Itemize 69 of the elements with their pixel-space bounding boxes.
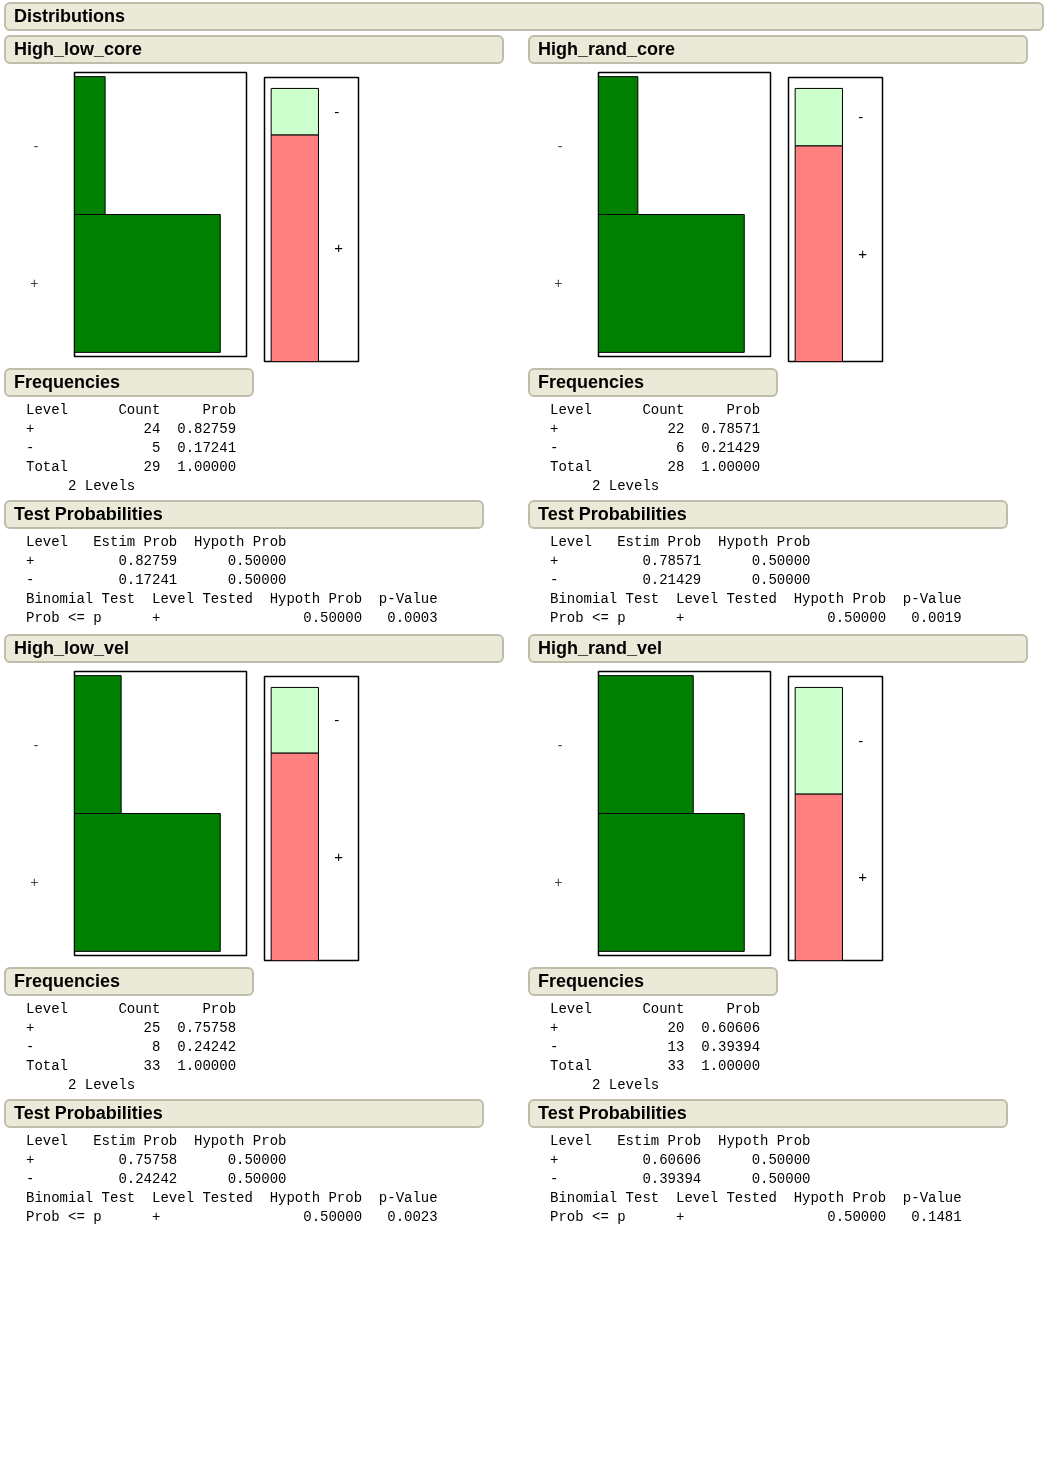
chart-title: High_rand_core [528,35,1028,64]
text: Level Count Prob [26,1000,238,1019]
y-tick-label: - [33,137,39,154]
text: Binomial Test Level Tested Hypoth Prob p-Value [550,590,963,609]
chart-title: High_low_vel [4,634,504,663]
text: Level Estim Prob Hypoth Prob [26,1132,288,1151]
text: - 13 0.39394 [550,1038,762,1057]
y-tick-label: + [30,874,39,891]
text: Test Probabilities [528,1099,1008,1128]
chart-title: High_rand_vel [528,634,1028,663]
text: Level Count Prob [26,401,238,420]
text: Prob <= p + 0.50000 0.0019 [550,609,963,628]
y-tick-label: + [554,275,563,292]
text: Total 29 1.00000 [26,458,238,477]
y-tick-label: + [30,275,39,292]
text: + 0.78571 0.50000 [550,552,812,571]
series-label: + [858,244,868,262]
text: - 6 0.21429 [550,439,762,458]
y-tick-label: + [554,874,563,891]
text: Level Count Prob [550,401,762,420]
text: Total 28 1.00000 [550,458,762,477]
text: Binomial Test Level Tested Hypoth Prob p-Value [550,1189,963,1208]
text: Prob <= p + 0.50000 0.1481 [550,1208,963,1227]
text: + 22 0.78571 [550,420,762,439]
text: Test Probabilities [528,500,1008,529]
text: Frequencies [4,967,254,996]
text: 2 Levels [67,1076,137,1095]
text: Total 33 1.00000 [26,1057,238,1076]
series-label: - [334,711,340,729]
series-label: + [334,239,344,257]
text: + 0.60606 0.50000 [550,1151,812,1170]
text: Distributions [4,2,1044,31]
text: Binomial Test Level Tested Hypoth Prob p-Value [26,1189,439,1208]
text: + 0.75758 0.50000 [26,1151,288,1170]
text: Level Estim Prob Hypoth Prob [550,1132,812,1151]
series-label: - [858,731,864,749]
text: + 20 0.60606 [550,1019,762,1038]
text: Binomial Test Level Tested Hypoth Prob p-Value [26,590,439,609]
y-tick-label: - [557,736,563,753]
series-label: - [858,108,864,126]
text: Prob <= p + 0.50000 0.0023 [26,1208,439,1227]
text: Frequencies [528,368,778,397]
text: Prob <= p + 0.50000 0.0003 [26,609,439,628]
text: - 0.17241 0.50000 [26,571,288,590]
text: 2 Levels [591,1076,661,1095]
text: + 25 0.75758 [26,1019,238,1038]
y-tick-label: - [557,137,563,154]
text: - 5 0.17241 [26,439,238,458]
text: + 0.82759 0.50000 [26,552,288,571]
text: Level Estim Prob Hypoth Prob [26,533,288,552]
text: Total 33 1.00000 [550,1057,762,1076]
text: Test Probabilities [4,1099,484,1128]
text: Level Count Prob [550,1000,762,1019]
text: Test Probabilities [4,500,484,529]
y-tick-label: - [33,736,39,753]
text: Level Estim Prob Hypoth Prob [550,533,812,552]
text: - 0.39394 0.50000 [550,1170,812,1189]
text: - 8 0.24242 [26,1038,238,1057]
chart-title: High_low_core [4,35,504,64]
text: Frequencies [4,368,254,397]
text: - 0.24242 0.50000 [26,1170,288,1189]
text: 2 Levels [67,477,137,496]
series-label: - [334,102,340,120]
text: Frequencies [528,967,778,996]
text: 2 Levels [591,477,661,496]
text: + 24 0.82759 [26,420,238,439]
text: - 0.21429 0.50000 [550,571,812,590]
series-label: + [334,847,344,865]
series-label: + [858,868,868,886]
